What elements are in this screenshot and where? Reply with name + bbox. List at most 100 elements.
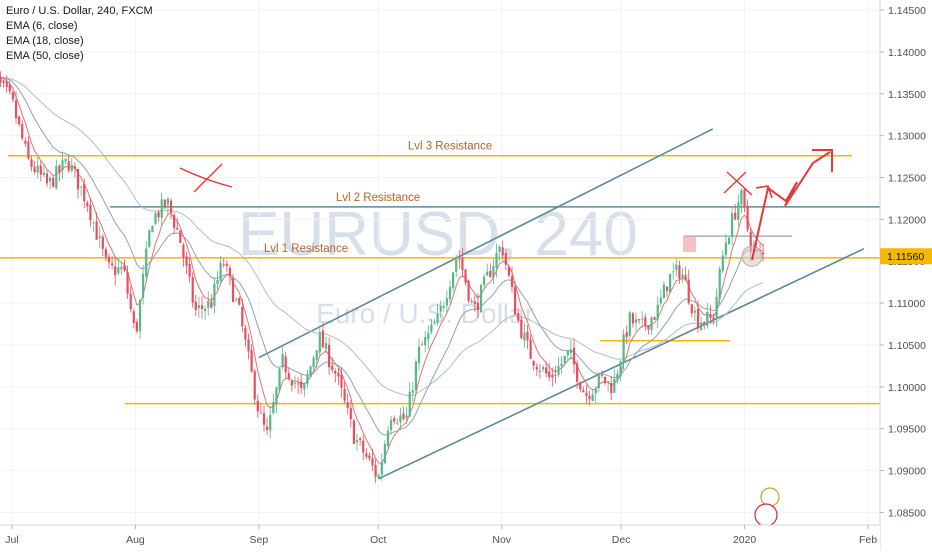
candle-up — [563, 355, 566, 366]
candle-down — [256, 394, 259, 418]
x-mark-dec[interactable] — [723, 171, 753, 196]
candle-down — [290, 379, 294, 392]
candle-down — [588, 390, 591, 406]
candle-up — [442, 301, 445, 312]
candle-down — [489, 263, 492, 278]
candle-up — [405, 406, 408, 424]
forecast-arrowhead[interactable] — [812, 149, 833, 172]
candle-down — [638, 319, 641, 324]
price-tick-label: 1.13500 — [888, 89, 926, 101]
candle-up — [408, 381, 411, 417]
candle-down — [678, 260, 681, 284]
ema-6-line — [0, 76, 764, 464]
candle-down — [520, 315, 523, 340]
candle-down — [535, 363, 538, 377]
candle-down — [39, 160, 42, 182]
candle-up — [70, 157, 73, 174]
candle-down — [222, 258, 225, 268]
indicator-ema-6[interactable]: EMA (6, close) — [6, 20, 78, 32]
candle-up — [117, 257, 120, 276]
candle-down — [684, 266, 687, 281]
candle-down — [129, 286, 132, 313]
candle-down — [467, 279, 470, 304]
candle-up — [613, 369, 616, 394]
candle-down — [321, 322, 325, 348]
candle-down — [579, 381, 582, 393]
candle-down — [644, 313, 647, 331]
candle-up — [436, 304, 439, 326]
candle-up — [448, 280, 452, 304]
time-tick-label: Oct — [370, 534, 386, 546]
candle-up — [628, 310, 631, 340]
candle-up — [650, 315, 653, 336]
candle-down — [665, 286, 669, 297]
candle-down — [5, 75, 8, 93]
candle-up — [433, 318, 436, 325]
candle-up — [597, 372, 600, 393]
x-mark-aug[interactable] — [179, 163, 233, 193]
red-box-dec[interactable] — [683, 236, 696, 252]
price-tick-label: 1.13000 — [888, 131, 926, 143]
symbol-title[interactable]: Euro / U.S. Dollar, 240, FXCM — [6, 5, 153, 17]
candle-up — [560, 355, 563, 374]
candle-down — [300, 374, 303, 394]
candle-up — [380, 453, 383, 482]
candle-up — [166, 197, 170, 215]
candle-down — [107, 253, 111, 269]
candle-up — [669, 273, 672, 293]
candle-down — [582, 386, 585, 393]
candle-up — [138, 299, 142, 340]
candle-down — [157, 209, 160, 222]
candle-up — [541, 365, 545, 373]
indicator-ema-18[interactable]: EMA (18, close) — [6, 35, 84, 47]
event-badge-1[interactable] — [760, 487, 780, 507]
candle-down — [111, 256, 114, 270]
candle-up — [693, 306, 697, 322]
candle-down — [610, 375, 613, 400]
candle-down — [89, 197, 92, 228]
ema-18-line — [0, 76, 764, 436]
candle-down — [185, 251, 188, 275]
candle-up — [523, 323, 526, 348]
candle-up — [148, 229, 151, 249]
candle-up — [55, 159, 58, 190]
candle-down — [238, 296, 241, 306]
candle-down — [359, 436, 362, 446]
candle-down — [464, 268, 467, 286]
candle-down — [712, 313, 715, 325]
candle-up — [715, 288, 718, 327]
candle-up — [204, 305, 207, 320]
candle-up — [718, 266, 721, 305]
candle-down — [647, 325, 650, 335]
channel-upper-line[interactable] — [258, 128, 714, 359]
candle-up — [430, 318, 433, 335]
ema-50-line — [0, 76, 764, 397]
level-label-2: Lvl 2 Resistance — [336, 192, 420, 204]
candle-down — [545, 361, 548, 378]
time-tick-label: Aug — [126, 534, 145, 546]
candle-up — [495, 243, 498, 278]
price-tick-label: 1.14500 — [888, 5, 926, 17]
candle-down — [135, 318, 139, 334]
candle-up — [445, 290, 449, 314]
candle-down — [123, 259, 126, 273]
candle-down — [30, 155, 33, 172]
candle-down — [501, 240, 504, 260]
candle-up — [700, 316, 703, 331]
candle-up — [92, 221, 95, 232]
candle-up — [42, 165, 46, 178]
candle-up — [235, 297, 238, 303]
candle-up — [591, 390, 594, 402]
event-badge-2[interactable] — [754, 503, 778, 527]
candle-down — [458, 250, 461, 269]
current-price-tag[interactable] — [880, 248, 932, 265]
candle-down — [514, 282, 517, 315]
candle-up — [470, 297, 473, 304]
indicator-ema-50[interactable]: EMA (50, close) — [6, 50, 84, 62]
candle-down — [297, 377, 300, 394]
candle-up — [479, 283, 483, 313]
candle-down — [262, 405, 266, 432]
candle-down — [73, 162, 77, 178]
